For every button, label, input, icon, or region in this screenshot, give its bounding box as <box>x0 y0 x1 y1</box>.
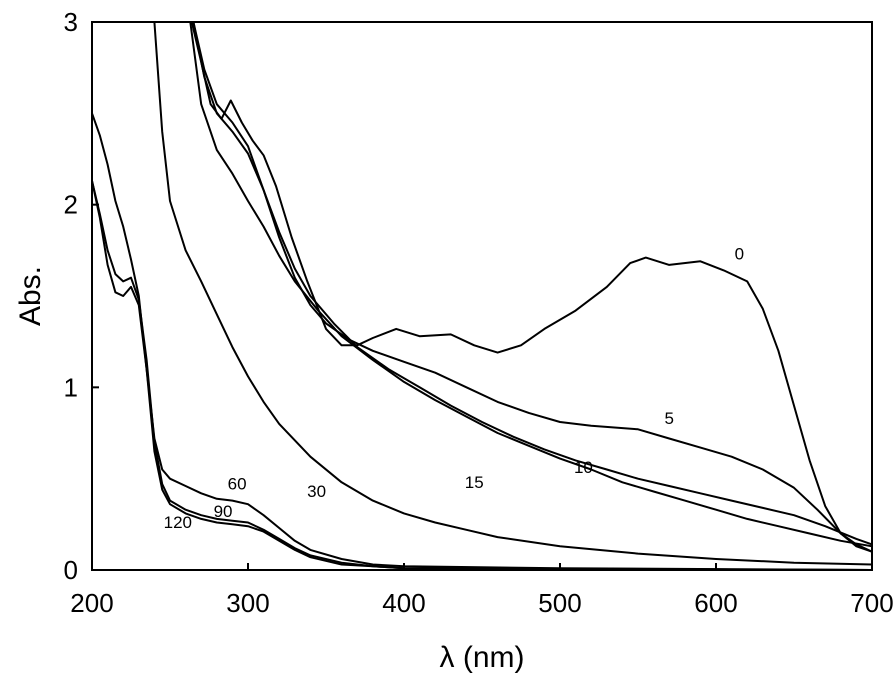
series-label-10: 10 <box>574 458 593 477</box>
series-label-0: 0 <box>735 244 744 263</box>
series-curves <box>91 21 873 571</box>
series-label-120: 120 <box>164 513 192 532</box>
y-tick-label: 3 <box>64 7 78 37</box>
series-label-30: 30 <box>307 482 326 501</box>
y-tick-label: 2 <box>64 190 78 220</box>
x-axis-title: λ (nm) <box>440 641 525 674</box>
x-tick-label: 400 <box>382 588 425 618</box>
series-line-30 <box>153 21 873 566</box>
series-line-15 <box>189 21 873 548</box>
x-tick-label: 700 <box>850 588 893 618</box>
series-label-60: 60 <box>228 475 247 494</box>
series-line-10 <box>192 21 873 546</box>
plot-frame <box>91 21 873 571</box>
x-tick-label: 300 <box>226 588 269 618</box>
series-line-0 <box>190 21 873 553</box>
series-line-60 <box>91 112 873 571</box>
x-tick-label: 600 <box>694 588 737 618</box>
series-line-90 <box>91 180 873 571</box>
series-label-90: 90 <box>214 502 233 521</box>
y-tick-label: 0 <box>64 555 78 585</box>
series-labels: 0 5 10 15 30 60 90 120 <box>164 244 745 532</box>
series-line-120 <box>91 180 873 571</box>
x-tick-label: 500 <box>538 588 581 618</box>
x-tick-label: 200 <box>70 588 113 618</box>
series-line-5 <box>192 21 873 553</box>
y-tick-label: 1 <box>64 372 78 402</box>
y-axis-title: Abs. <box>14 266 47 326</box>
series-label-5: 5 <box>664 409 673 428</box>
series-label-15: 15 <box>465 473 484 492</box>
